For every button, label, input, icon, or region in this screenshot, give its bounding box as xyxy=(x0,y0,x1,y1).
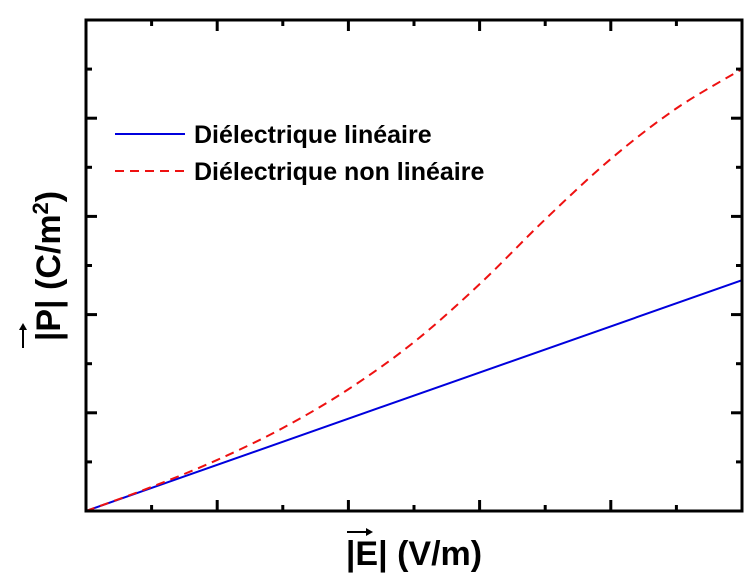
legend: Diélectrique linéaire Diélectrique non li… xyxy=(115,121,484,186)
plot-frame xyxy=(84,18,744,513)
y-axis-label: |P| (C/m2) xyxy=(28,191,69,341)
tick-layer xyxy=(84,18,744,513)
y-axis-label-superscript: 2 xyxy=(28,202,53,214)
y-axis-label-arrowhead xyxy=(19,323,27,330)
series-line-1 xyxy=(86,279,742,511)
legend-label-2: Diélectrique non linéaire xyxy=(194,158,484,186)
series-line-2 xyxy=(86,68,742,511)
legend-label-1: Diélectrique linéaire xyxy=(194,121,432,149)
series-layer xyxy=(86,68,742,511)
x-axis-label-arrowhead xyxy=(366,528,373,536)
x-axis-label: |E| (V/m) xyxy=(346,535,482,573)
